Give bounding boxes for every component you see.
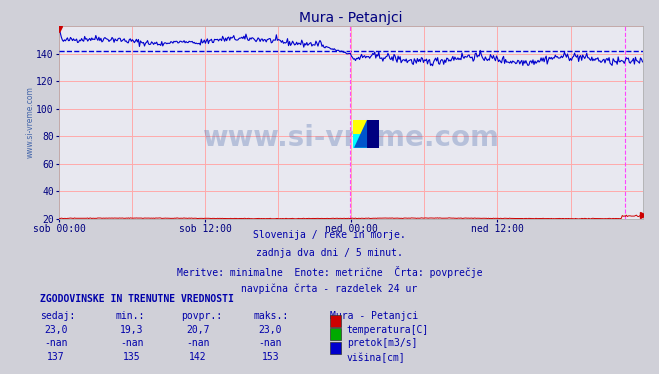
Text: pretok[m3/s]: pretok[m3/s] bbox=[347, 338, 417, 349]
Text: 23,0: 23,0 bbox=[258, 325, 282, 335]
Text: Meritve: minimalne  Enote: metrične  Črta: povprečje: Meritve: minimalne Enote: metrične Črta:… bbox=[177, 266, 482, 278]
Text: 135: 135 bbox=[123, 352, 140, 362]
Text: navpična črta - razdelek 24 ur: navpična črta - razdelek 24 ur bbox=[241, 284, 418, 294]
Text: -nan: -nan bbox=[44, 338, 68, 349]
Text: -nan: -nan bbox=[258, 338, 282, 349]
Text: 153: 153 bbox=[262, 352, 279, 362]
Text: sedaj:: sedaj: bbox=[40, 311, 74, 321]
Text: zadnja dva dni / 5 minut.: zadnja dva dni / 5 minut. bbox=[256, 248, 403, 258]
Text: www.si-vreme.com: www.si-vreme.com bbox=[202, 124, 500, 152]
Text: min.:: min.: bbox=[115, 311, 145, 321]
Text: višina[cm]: višina[cm] bbox=[347, 352, 405, 363]
Text: povpr.:: povpr.: bbox=[181, 311, 222, 321]
Text: 20,7: 20,7 bbox=[186, 325, 210, 335]
Y-axis label: www.si-vreme.com: www.si-vreme.com bbox=[26, 86, 35, 159]
Text: 23,0: 23,0 bbox=[44, 325, 68, 335]
Text: -nan: -nan bbox=[186, 338, 210, 349]
Text: Mura - Petanjci: Mura - Petanjci bbox=[330, 311, 418, 321]
Text: ZGODOVINSKE IN TRENUTNE VREDNOSTI: ZGODOVINSKE IN TRENUTNE VREDNOSTI bbox=[40, 294, 233, 304]
Title: Mura - Petanjci: Mura - Petanjci bbox=[299, 11, 403, 25]
Text: temperatura[C]: temperatura[C] bbox=[347, 325, 429, 335]
Text: maks.:: maks.: bbox=[254, 311, 289, 321]
Text: -nan: -nan bbox=[120, 338, 144, 349]
Text: Slovenija / reke in morje.: Slovenija / reke in morje. bbox=[253, 230, 406, 240]
Text: 19,3: 19,3 bbox=[120, 325, 144, 335]
Text: 137: 137 bbox=[47, 352, 65, 362]
Text: 142: 142 bbox=[189, 352, 206, 362]
